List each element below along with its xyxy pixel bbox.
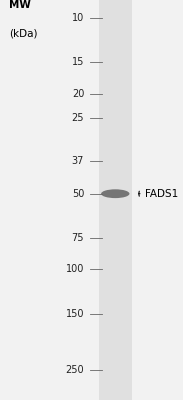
Text: MW: MW — [9, 0, 31, 10]
Text: 50: 50 — [72, 189, 84, 199]
Text: 75: 75 — [72, 233, 84, 243]
Text: 25: 25 — [72, 113, 84, 123]
Text: FADS1: FADS1 — [145, 189, 178, 199]
Bar — [99, 0, 132, 400]
Text: 250: 250 — [66, 365, 84, 375]
Text: 15: 15 — [72, 57, 84, 67]
Ellipse shape — [101, 189, 130, 198]
Text: 100: 100 — [66, 264, 84, 274]
Text: 150: 150 — [66, 309, 84, 319]
Text: 37: 37 — [72, 156, 84, 166]
Text: (kDa): (kDa) — [9, 28, 38, 38]
Text: 10: 10 — [72, 13, 84, 23]
Text: 20: 20 — [72, 88, 84, 98]
